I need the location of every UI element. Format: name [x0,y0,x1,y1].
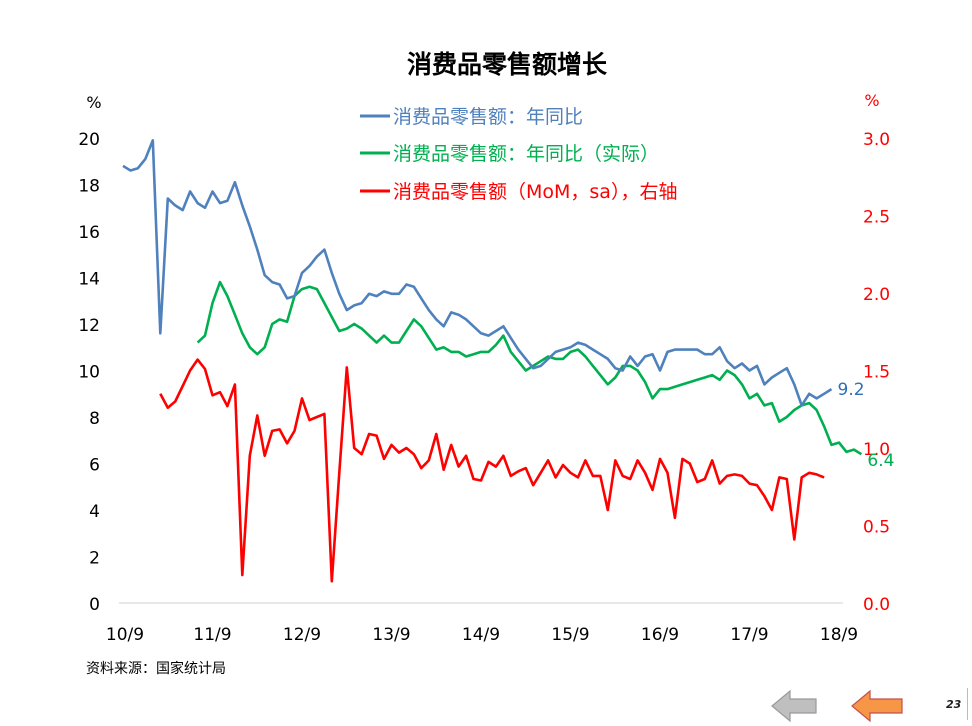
legend-item-mom: 消费品零售额（MoM，sa），右轴 [360,181,677,203]
left-arrow-icon [771,689,817,723]
series-line-yoy-real [196,280,863,456]
y-left-tick-label: 2 [89,549,100,569]
chart-title: 消费品零售额增长 [407,50,608,79]
legend-label: 消费品零售额：年同比（实际） [393,143,659,165]
x-tick-label: 18/9 [820,625,858,645]
back-arrow-button[interactable] [770,688,820,724]
x-tick-label: 13/9 [372,625,410,645]
legend-item-yoy-real: 消费品零售额：年同比（实际） [360,143,659,165]
legend-item-yoy: 消费品零售额：年同比 [360,106,583,128]
x-tick-label: 16/9 [641,625,679,645]
chart-canvas: 消费品零售额增长 % % 0 2 4 6 8 10 12 14 16 18 20 0.0 0.5 1.0… [78,50,895,645]
y-right-tick-label: 2.0 [863,285,890,305]
series-line-mom [159,358,825,583]
right-axis-unit: % [864,91,879,110]
y-left-tick-label: 4 [89,502,100,522]
x-tick-label: 10/9 [106,625,144,645]
x-tick-label: 15/9 [551,625,589,645]
page-divider [967,688,968,720]
x-tick-label: 14/9 [462,625,500,645]
source-note: 资料来源：国家统计局 [86,661,226,677]
y-left-tick-label: 14 [78,270,100,290]
y-right-axis: 0.0 0.5 1.0 1.5 2.0 2.5 3.0 [863,130,890,615]
legend-label: 消费品零售额（MoM，sa），右轴 [393,181,677,203]
left-arrow-icon [851,689,903,723]
y-left-tick-label: 20 [78,130,100,150]
y-left-tick-label: 8 [89,409,100,429]
y-right-tick-label: 0.0 [863,595,890,615]
page-number: 23 [946,698,962,711]
forward-arrow-button[interactable] [850,688,903,724]
y-right-tick-label: 1.0 [863,440,890,460]
legend-label: 消费品零售额：年同比 [393,106,583,128]
y-left-tick-label: 18 [78,177,100,197]
y-right-tick-label: 3.0 [863,130,890,150]
y-right-tick-label: 0.5 [863,518,890,538]
x-tick-label: 11/9 [193,625,231,645]
left-axis-unit: % [86,93,101,112]
x-tick-label: 17/9 [730,625,768,645]
end-label-yoy-real: 6.4 [867,451,894,471]
y-right-tick-label: 1.5 [863,363,890,383]
series-line-yoy [122,139,833,407]
end-label-yoy: 9.2 [838,380,865,400]
x-axis: 10/9 11/9 12/9 13/9 14/9 15/9 16/9 17/9 18/9 [106,602,858,645]
y-left-tick-label: 10 [78,363,100,383]
y-left-tick-label: 16 [78,223,100,243]
y-left-tick-label: 12 [78,316,100,336]
y-left-axis: 0 2 4 6 8 10 12 14 16 18 20 [78,130,100,615]
series-lines [122,139,863,583]
y-left-tick-label: 0 [89,595,100,615]
y-right-tick-label: 2.5 [863,208,890,228]
y-left-tick-label: 6 [89,456,100,476]
x-tick-label: 12/9 [283,625,321,645]
end-labels: 9.2 6.4 [838,380,895,471]
